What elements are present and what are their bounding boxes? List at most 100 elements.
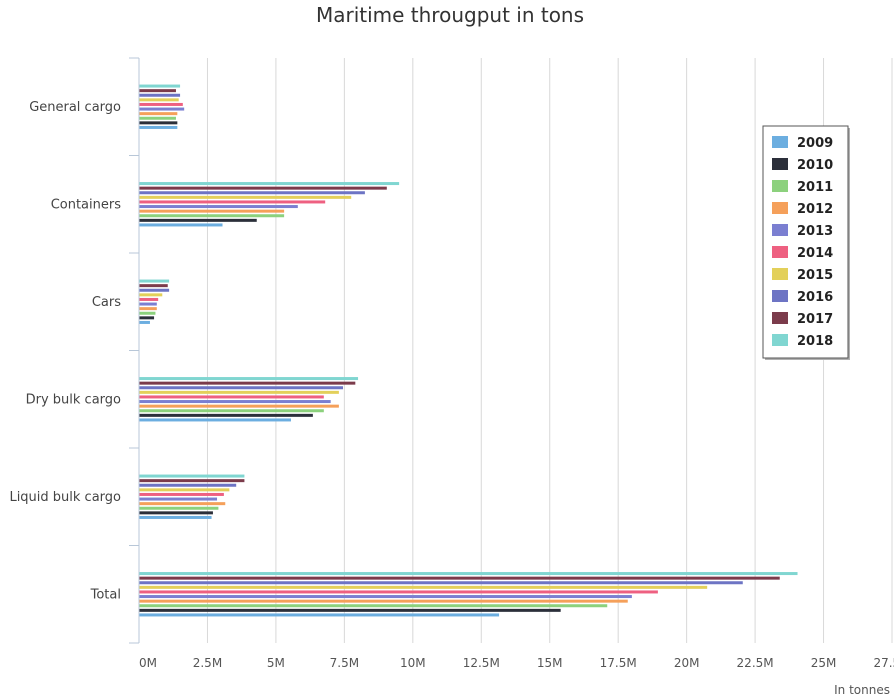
x-tick-label: 7.5M (330, 656, 359, 670)
bar-2011 (139, 604, 608, 608)
bar-2010 (139, 608, 561, 612)
bar-2016 (139, 93, 181, 97)
legend-swatch (772, 136, 788, 148)
legend-label: 2011 (797, 180, 833, 195)
bar-2018 (139, 182, 400, 186)
bar-2012 (139, 112, 178, 116)
legend-swatch (772, 246, 788, 258)
bar-2018 (139, 84, 181, 88)
bar-2014 (139, 297, 159, 301)
x-axis-title: In tonnes (834, 683, 890, 697)
bar-2013 (139, 107, 185, 111)
bar-2009 (139, 223, 223, 227)
bar-2009 (139, 515, 212, 519)
legend-swatch (772, 312, 788, 324)
bar-2018 (139, 279, 170, 283)
legend[interactable]: 2009 2010 2011 2012 2013 2014 2015 2016 2017 2018 (762, 125, 850, 360)
legend-label: 2017 (797, 312, 833, 327)
legend-label: 2014 (797, 246, 833, 261)
bar-2017 (139, 186, 387, 190)
legend-label: 2015 (797, 268, 833, 283)
bar-2017 (139, 576, 780, 580)
bar-2010 (139, 316, 155, 320)
bar-2016 (139, 581, 743, 585)
bar-2011 (139, 409, 324, 413)
legend-label: 2009 (797, 136, 833, 151)
bar-2018 (139, 572, 798, 576)
x-tick-label: 17.5M (600, 656, 637, 670)
bar-2014 (139, 200, 326, 204)
x-tick-label: 22.5M (737, 656, 774, 670)
bar-2016 (139, 386, 343, 390)
bar-2016 (139, 191, 365, 195)
bar-2011 (139, 214, 285, 218)
bar-2013 (139, 497, 218, 501)
bar-2014 (139, 395, 324, 399)
bar-2017 (139, 381, 356, 385)
bar-2017 (139, 89, 176, 93)
x-tick-label: 15M (537, 656, 563, 670)
legend-label: 2013 (797, 224, 833, 239)
bar-2015 (139, 585, 708, 589)
bar-2015 (139, 98, 179, 102)
x-tick-labels: 0M 2.5M 5M 7.5M 10M 12.5M 15M 17.5M 20M 22.5M 25M 2… (139, 656, 894, 670)
bar-2015 (139, 293, 163, 297)
bar-2014 (139, 102, 183, 106)
legend-label: 2016 (797, 290, 833, 305)
legend-swatch (772, 158, 788, 170)
axes (129, 57, 140, 644)
x-tick-label: 0M (139, 656, 157, 670)
bar-2014 (139, 590, 658, 594)
legend-swatch (772, 224, 788, 236)
bar-2009 (139, 320, 150, 324)
legend-label: 2018 (797, 334, 833, 349)
bar-2015 (139, 488, 230, 492)
bar-2013 (139, 400, 331, 404)
bar-2012 (139, 502, 226, 506)
bar-2017 (139, 284, 168, 288)
bar-2017 (139, 479, 245, 483)
category-label: Liquid bulk cargo (9, 490, 121, 505)
legend-swatch (772, 180, 788, 192)
bar-2011 (139, 506, 219, 510)
bar-2012 (139, 599, 628, 603)
bar-2009 (139, 613, 500, 617)
bar-2013 (139, 205, 298, 209)
x-tick-label: 5M (267, 656, 285, 670)
bar-2013 (139, 595, 632, 599)
category-label: Cars (92, 295, 121, 310)
x-tick-label: 20M (674, 656, 700, 670)
chart-title: Maritime througput in tons (316, 3, 584, 27)
category-label: Dry bulk cargo (26, 392, 121, 407)
x-tick-label: 2.5M (193, 656, 222, 670)
category-label: Total (90, 587, 121, 602)
bar-2015 (139, 390, 339, 394)
bar-2010 (139, 218, 257, 222)
grid-lines (206, 58, 893, 643)
legend-label: 2012 (797, 202, 833, 217)
category-label: General cargo (29, 100, 121, 115)
bar-2010 (139, 413, 313, 417)
bar-2009 (139, 418, 291, 422)
bar-2010 (139, 511, 213, 515)
legend-swatch (772, 202, 788, 214)
legend-swatch (772, 268, 788, 280)
bar-2018 (139, 377, 359, 381)
legend-label: 2010 (797, 158, 833, 173)
category-labels: General cargo Containers Cars Dry bulk carg… (9, 100, 121, 603)
bar-2014 (139, 492, 224, 496)
x-tick-label: 12.5M (463, 656, 500, 670)
legend-swatch (772, 334, 788, 346)
legend-swatch (772, 290, 788, 302)
x-tick-label: 25M (811, 656, 837, 670)
bar-2011 (139, 116, 176, 120)
bar-2015 (139, 195, 352, 199)
bar-2012 (139, 209, 285, 213)
x-tick-label: 27.5M (873, 656, 894, 670)
bar-2013 (139, 302, 157, 306)
bar-2016 (139, 483, 237, 487)
bar-2016 (139, 288, 170, 292)
bar-2010 (139, 121, 178, 125)
